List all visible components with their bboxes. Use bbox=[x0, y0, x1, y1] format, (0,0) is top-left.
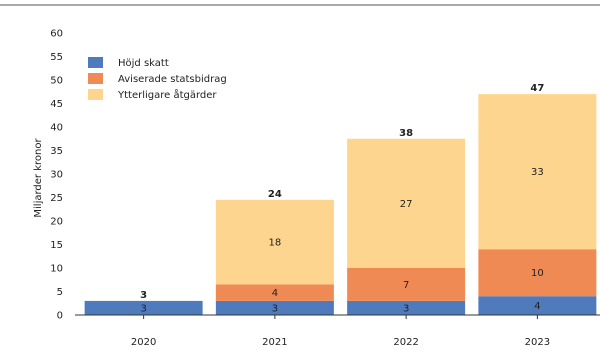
x-axis: 2020 2021 2022 2023 bbox=[75, 314, 600, 348]
x-tick-label: 2022 bbox=[393, 337, 418, 348]
y-axis: 0 5 10 15 20 25 30 35 40 45 50 55 60 bbox=[50, 29, 63, 322]
y-tick-label: 20 bbox=[50, 217, 63, 228]
bar-segment bbox=[84, 300, 203, 315]
total-label: 3 bbox=[140, 290, 147, 301]
legend-label: Höjd skatt bbox=[118, 58, 169, 69]
y-tick-label: 45 bbox=[50, 99, 63, 110]
segment-label: 7 bbox=[403, 280, 409, 291]
segment-label: 4 bbox=[534, 301, 540, 312]
segment-label: 4 bbox=[272, 288, 278, 299]
legend: Höjd skatt Aviserade statsbidrag Ytterliga… bbox=[88, 57, 227, 101]
x-tick-label: 2021 bbox=[262, 337, 287, 348]
legend-swatch bbox=[88, 73, 103, 84]
y-tick-label: 35 bbox=[50, 146, 63, 157]
y-tick-label: 55 bbox=[50, 52, 63, 63]
y-tick-label: 60 bbox=[50, 29, 63, 40]
y-tick-label: 10 bbox=[50, 264, 63, 275]
bar-segment bbox=[478, 296, 597, 315]
total-label: 24 bbox=[268, 189, 282, 200]
bar-segment bbox=[478, 249, 597, 297]
legend-label: Ytterligare åtgärder bbox=[117, 88, 217, 101]
legend-swatch bbox=[88, 89, 103, 100]
bar-segment bbox=[478, 94, 597, 250]
y-axis-label: Miljarder kronor bbox=[33, 138, 44, 218]
y-tick-label: 5 bbox=[57, 287, 63, 298]
y-tick-label: 50 bbox=[50, 76, 63, 87]
bar-segment bbox=[347, 268, 466, 301]
y-tick-label: 15 bbox=[50, 240, 63, 251]
bar-segment bbox=[347, 300, 466, 315]
legend-label: Aviserade statsbidrag bbox=[118, 74, 227, 85]
total-label: 47 bbox=[530, 83, 544, 94]
segment-label: 18 bbox=[269, 238, 282, 249]
bar-segment bbox=[215, 300, 334, 315]
bar-segment bbox=[215, 284, 334, 301]
bar-segment bbox=[347, 138, 466, 268]
segment-label: 3 bbox=[272, 303, 278, 314]
legend-swatch bbox=[88, 57, 103, 68]
segment-label: 33 bbox=[531, 167, 544, 178]
x-tick-label: 2023 bbox=[525, 337, 550, 348]
bar-segment bbox=[215, 199, 334, 285]
y-tick-label: 0 bbox=[57, 311, 63, 322]
y-tick-label: 25 bbox=[50, 193, 63, 204]
y-tick-label: 30 bbox=[50, 170, 63, 181]
total-label: 38 bbox=[399, 128, 413, 139]
x-tick-label: 2020 bbox=[131, 337, 156, 348]
segment-label: 10 bbox=[531, 268, 544, 279]
segment-label: 27 bbox=[400, 199, 413, 210]
segment-label: 3 bbox=[403, 303, 409, 314]
y-tick-label: 40 bbox=[50, 123, 63, 134]
segment-label: 3 bbox=[140, 303, 146, 314]
